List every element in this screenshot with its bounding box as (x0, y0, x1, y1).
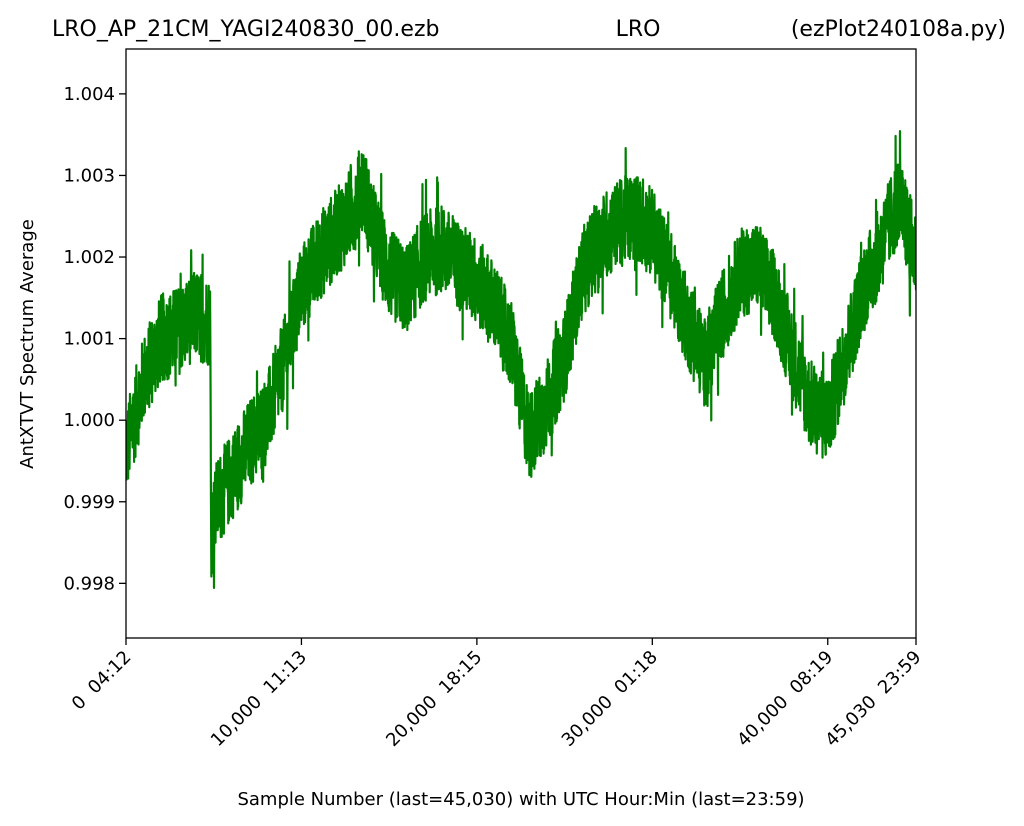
y-tick-label: 1.002 (63, 247, 115, 268)
y-axis-ticks: 0.998 0.999 1.000 1.001 1.002 1.003 1.004 (63, 84, 126, 594)
y-tick-label: 1.004 (63, 84, 115, 105)
y-tick-label: 1.001 (63, 329, 115, 350)
plot-area-frame (125, 48, 917, 639)
y-tick-label: 0.998 (63, 573, 115, 594)
series-layer (126, 130, 916, 589)
x-axis-ticks: 0 04:12 10,000 11:13 20,000 18:15 30,000 01… (68, 638, 926, 751)
y-tick-label: 0.999 (63, 492, 115, 513)
y-axis-label: AntXTVT Spectrum Average (17, 219, 38, 469)
chart-title-filename: LRO_AP_21CM_YAGI240830_00.ezb (52, 17, 439, 42)
x-tick-label: 20,000 18:15 (382, 647, 486, 751)
x-tick-label: 30,000 01:18 (558, 647, 662, 751)
x-tick-label: 45,030 23:59 (821, 647, 925, 751)
x-tick-label: 0 04:12 (68, 647, 136, 715)
series-line (126, 130, 916, 589)
y-tick-label: 1.003 (63, 165, 115, 186)
x-tick-label: 10,000 11:13 (207, 647, 311, 751)
chart-title-script: (ezPlot240108a.py) (791, 17, 1006, 42)
y-tick-label: 1.000 (63, 410, 115, 431)
chart-title-site: LRO (616, 17, 661, 42)
x-axis-label: Sample Number (last=45,030) with UTC Hou… (237, 789, 804, 810)
